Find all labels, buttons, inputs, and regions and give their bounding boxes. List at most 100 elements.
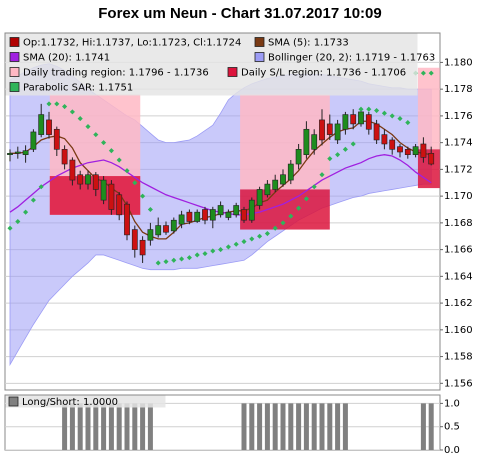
candle-body <box>53 128 60 150</box>
bar <box>124 403 130 450</box>
sar-dot <box>194 252 200 258</box>
sar-dot <box>311 184 317 190</box>
candle-body <box>131 229 138 250</box>
candle-body <box>124 203 130 236</box>
candle-body <box>30 131 37 150</box>
y-tick-label: 0.0 <box>444 445 460 456</box>
candle-body <box>295 149 302 165</box>
y-tick-label: 1.166 <box>444 245 473 256</box>
candle-body <box>326 123 333 135</box>
y-tick-label: 1.158 <box>444 352 473 363</box>
y-tick-label: 1.176 <box>444 111 473 122</box>
bar <box>311 403 317 450</box>
main-plot <box>5 61 440 384</box>
sar-dot <box>249 236 255 242</box>
bar <box>303 403 309 450</box>
candle-body <box>22 150 29 155</box>
bar <box>264 403 270 450</box>
candle-body <box>334 123 341 141</box>
candle-body <box>147 229 154 241</box>
y-tick-label: 1.178 <box>444 84 473 95</box>
sar-dot <box>218 247 224 253</box>
y-tick-label: 1.172 <box>444 164 473 175</box>
bar <box>116 403 122 450</box>
sar-dot <box>124 168 130 174</box>
y-tick-label: 1.156 <box>444 378 473 389</box>
candle-body <box>194 211 201 222</box>
sar-dot <box>327 156 333 162</box>
candle-body <box>412 146 419 155</box>
candle-body <box>233 205 240 216</box>
bar <box>241 403 247 450</box>
legend-swatch <box>9 67 20 77</box>
legend-swatch <box>227 67 238 77</box>
sar-dot <box>69 109 75 115</box>
candle-body <box>256 189 263 206</box>
y-tick-label: 1.174 <box>444 138 473 149</box>
candle-body <box>7 153 13 155</box>
bar <box>147 403 153 450</box>
legend-label: Long/Short: 1.0000 <box>22 397 118 408</box>
candle-body <box>381 134 388 145</box>
chart-title: Forex um Neun - Chart 31.07.2017 10:09 <box>98 5 381 22</box>
candle-body <box>319 119 325 141</box>
candle-body <box>225 211 232 218</box>
candle-body <box>311 134 318 150</box>
candle-body <box>92 174 99 190</box>
bar <box>93 403 99 450</box>
bar <box>85 403 91 450</box>
sar-dot <box>30 197 36 203</box>
candle-body <box>178 214 185 225</box>
legend-swatch <box>254 52 265 62</box>
sar-dot <box>303 196 309 202</box>
sar-dot <box>241 239 247 245</box>
bar <box>288 403 294 450</box>
legend-label: Daily trading region: 1.1796 - 1.1736 <box>23 68 209 79</box>
y-tick-label: 1.164 <box>444 271 473 282</box>
bar <box>327 403 333 450</box>
legend-swatch <box>9 52 20 62</box>
candle-body <box>100 179 107 201</box>
legend-label: Parabolic SAR: 1.1751 <box>23 83 133 94</box>
sar-dot <box>202 251 208 257</box>
candle-body <box>14 151 21 154</box>
bar <box>257 403 263 450</box>
legend-swatch <box>8 396 19 407</box>
sar-dot <box>62 103 68 110</box>
sar-dot <box>93 132 99 138</box>
sar-dot <box>233 241 239 247</box>
bar <box>319 403 325 450</box>
bar <box>101 403 107 450</box>
legend-label: Bollinger (20, 2): 1.1719 - 1.1763 <box>268 53 435 64</box>
candle-body <box>209 209 216 221</box>
bar <box>108 403 114 450</box>
sar-dot <box>54 101 60 107</box>
overlay: 1.156 1.158 1.160 1.162 1.164 1.166 1.168 1.170… <box>5 33 473 456</box>
candle-body <box>280 174 286 185</box>
candle-body <box>264 183 271 196</box>
sar-dot <box>140 193 146 199</box>
region <box>417 67 440 150</box>
legend-swatch <box>9 82 20 92</box>
sar-dot <box>179 256 185 262</box>
candle-body <box>303 128 310 155</box>
bar <box>280 403 286 450</box>
bar <box>69 403 75 450</box>
sar-dot <box>428 70 434 76</box>
y-tick-label: 1.0 <box>444 398 460 409</box>
legend-label: SMA (20): 1.1741 <box>23 53 110 64</box>
bar <box>296 403 302 450</box>
candle-body <box>342 114 349 130</box>
legend-label: SMA (5): 1.1733 <box>268 38 349 49</box>
sar-dot <box>264 231 270 237</box>
bar <box>428 403 434 450</box>
candle-body <box>389 139 396 150</box>
candle-body <box>170 219 177 232</box>
candle-body <box>358 111 364 125</box>
bar <box>140 403 146 450</box>
candle-body <box>186 211 193 222</box>
sar-dot <box>147 206 153 213</box>
legend-swatch <box>9 37 20 47</box>
candle-body <box>69 159 76 181</box>
